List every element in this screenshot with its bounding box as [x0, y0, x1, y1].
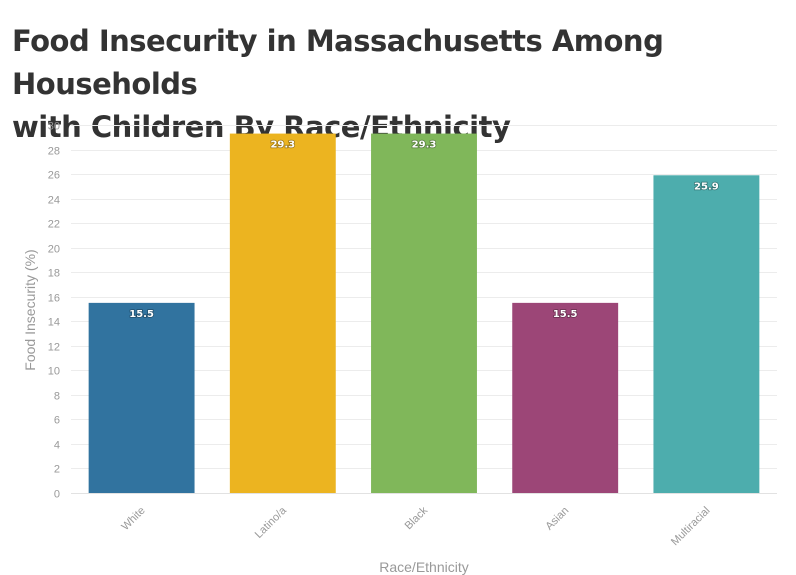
chart-title: Food Insecurity in Massachusetts Among H…: [12, 20, 792, 149]
y-tick-label: 14: [48, 317, 60, 329]
y-tick-label: 24: [48, 195, 60, 207]
data-label: 15.5: [553, 309, 578, 320]
y-axis-title: Food Insecurity (%): [22, 249, 38, 370]
data-labels: 15.5 29.3 29.3 15.5 25.9: [129, 139, 720, 321]
x-axis-ticks: White Latino/a Black Asian Multiracial: [119, 504, 712, 548]
y-tick-label: 4: [54, 440, 60, 452]
y-tick-label: 18: [48, 268, 60, 280]
y-tick-label: 16: [48, 293, 60, 305]
x-tick-label: Asian: [543, 505, 571, 533]
bar-latino-a: [229, 133, 336, 493]
y-tick-label: 12: [48, 342, 60, 354]
y-tick-label: 8: [54, 391, 60, 403]
data-label: 15.5: [129, 309, 154, 320]
bar-white: [88, 302, 195, 493]
data-label: 25.9: [694, 181, 719, 192]
y-tick-label: 30: [48, 121, 60, 133]
data-label: 29.3: [412, 140, 437, 151]
bar-black: [371, 133, 477, 493]
y-tick-label: 0: [54, 489, 60, 501]
bars: [88, 133, 760, 493]
bar-multiracial: [653, 175, 760, 493]
chart-title-line-1: Food Insecurity in Massachusetts Among H…: [12, 24, 664, 101]
x-axis-title: Race/Ethnicity: [379, 559, 468, 575]
x-tick-label: Latino/a: [253, 504, 290, 541]
x-tick-label: White: [119, 505, 147, 533]
y-tick-label: 20: [48, 244, 60, 256]
y-tick-label: 22: [48, 219, 60, 231]
x-tick-label: Black: [403, 504, 431, 532]
bar-asian: [512, 302, 619, 493]
y-tick-label: 26: [48, 170, 60, 182]
y-tick-label: 6: [54, 415, 60, 427]
y-tick-label: 2: [54, 464, 60, 476]
y-tick-label: 10: [48, 366, 60, 378]
data-label: 29.3: [270, 140, 295, 151]
y-tick-label: 28: [48, 146, 60, 158]
x-tick-label: Multiracial: [669, 505, 712, 548]
